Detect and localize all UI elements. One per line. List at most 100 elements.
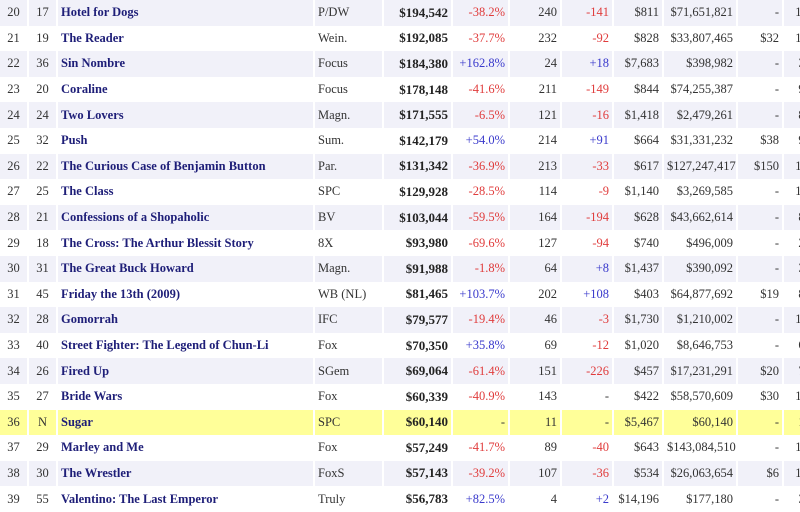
week-number-cell: 16 [784, 460, 800, 487]
rank-cell: 25 [7, 133, 20, 148]
theater-change-cell: -36 [562, 460, 612, 487]
week-number-cell: 6 [784, 333, 800, 359]
theater-change-cell: -16 [562, 102, 612, 128]
weekend-gross-cell: $93,980 [405, 235, 448, 251]
rank-cell: 26 [0, 153, 27, 180]
distributor-cell: Sum. [318, 133, 345, 148]
movie-title-link[interactable]: Fired Up [58, 358, 313, 384]
table-row: 34 26 Fired Up SGem $69,064 -61.4% 151 -226 $457… [0, 358, 800, 384]
total-gross-cell: $398,982 [664, 51, 736, 77]
movie-title-link[interactable]: The Reader [61, 30, 124, 45]
rank-cell: 30 [0, 255, 27, 282]
theaters-cell: 89 [544, 440, 558, 455]
table-row: 32 28 Gomorrah IFC $79,577 -19.4% 46 -3 $1,730 $1… [0, 307, 800, 333]
rank-cell: 35 [7, 389, 20, 404]
weekend-gross-cell: $192,085 [399, 30, 448, 46]
last-week-rank-cell: 45 [36, 286, 49, 301]
budget-cell: - [774, 184, 779, 199]
movie-title-link[interactable]: Sin Nombre [58, 51, 313, 77]
theater-change-cell: - [604, 389, 609, 404]
movie-title-link[interactable]: The Curious Case of Benjamin Button [58, 153, 313, 180]
percent-change-cell: -41.6% [468, 82, 505, 97]
rank-cell: 36 [0, 409, 27, 436]
theater-change-cell: -92 [592, 30, 609, 45]
weekend-gross-cell: $194,542 [384, 0, 451, 26]
distributor-cell: Fox [318, 389, 338, 404]
movie-title-link[interactable]: The Cross: The Arthur Blessit Story [61, 235, 254, 250]
table-row: 31 45 Friday the 13th (2009) WB (NL) $81,465… [0, 282, 800, 308]
table-row: 29 18 The Cross: The Arthur Blessit Story 8… [0, 230, 800, 256]
movie-title-link[interactable]: Friday the 13th (2009) [61, 286, 181, 301]
theater-change-cell: +18 [562, 51, 612, 77]
distributor-cell: IFC [315, 307, 382, 333]
total-gross-cell: $64,877,692 [670, 286, 734, 301]
last-week-rank-cell: N [29, 409, 56, 436]
table-row: 22 36 Sin Nombre Focus $184,380 +162.8% 24 +18 $… [0, 51, 800, 77]
average-cell: $1,020 [624, 338, 659, 353]
distributor-cell: FoxS [315, 460, 382, 487]
movie-title-link[interactable]: Bride Wars [61, 389, 123, 404]
movie-title-link[interactable]: Hotel for Dogs [58, 0, 313, 26]
budget-cell: - [774, 235, 779, 250]
movie-title-link[interactable]: Street Fighter: The Legend of Chun-Li [61, 338, 269, 353]
movie-title-link[interactable]: Coraline [61, 82, 108, 97]
rank-cell: 31 [7, 286, 20, 301]
movie-title-link[interactable]: The Class [61, 184, 114, 199]
week-number-cell: 3 [784, 486, 800, 512]
rank-cell: 20 [0, 0, 27, 26]
theater-change-cell: -40 [592, 440, 609, 455]
last-week-rank-cell: 32 [36, 133, 49, 148]
weekend-gross-cell: $142,179 [399, 132, 448, 148]
last-week-rank-cell: 31 [29, 255, 56, 282]
total-gross-cell: $17,231,291 [664, 358, 736, 384]
weekend-gross-cell: $60,140 [384, 409, 451, 436]
movie-title-link[interactable]: The Great Buck Howard [58, 255, 313, 282]
last-week-rank-cell: 22 [29, 153, 56, 180]
distributor-cell: Magn. [315, 255, 382, 282]
week-number-cell: 1 [784, 409, 800, 436]
weekend-gross-cell: $129,928 [399, 183, 448, 199]
last-week-rank-cell: 28 [29, 307, 56, 333]
movie-title-link[interactable]: Confessions of a Shopaholic [58, 204, 313, 231]
theaters-cell: 11 [510, 409, 560, 436]
theater-change-cell: +8 [562, 255, 612, 282]
theater-change-cell: -194 [562, 204, 612, 231]
average-cell: $740 [634, 235, 659, 250]
theaters-cell: 127 [538, 235, 557, 250]
movie-title-link[interactable]: Marley and Me [61, 440, 144, 455]
distributor-cell: Focus [318, 82, 348, 97]
table-row: 27 25 The Class SPC $129,928 -28.5% 114 -9 $1,14… [0, 179, 800, 205]
movie-title-link[interactable]: Valentino: The Last Emperor [61, 491, 219, 506]
theater-change-cell: -3 [562, 307, 612, 333]
week-number-cell: 9 [784, 77, 800, 103]
budget-cell: - [738, 51, 782, 77]
movie-title-link[interactable]: The Wrestler [58, 460, 313, 487]
percent-change-cell: +54.0% [465, 133, 505, 148]
budget-cell: - [774, 440, 779, 455]
table-row: 24 24 Two Lovers Magn. $171,555 -6.5% 121 -16 $1… [0, 102, 800, 128]
distributor-cell: Fox [318, 338, 338, 353]
last-week-rank-cell: 40 [36, 338, 49, 353]
percent-change-cell: -59.5% [453, 204, 508, 231]
movie-title-link[interactable]: Sugar [58, 409, 313, 436]
budget-cell: $150 [738, 153, 782, 180]
movie-title-link[interactable]: Push [61, 133, 88, 148]
budget-cell: - [738, 102, 782, 128]
rank-cell: 22 [0, 51, 27, 77]
table-row: 25 32 Push Sum. $142,179 +54.0% 214 +91 $664 $31,… [0, 128, 800, 154]
average-cell: $422 [634, 389, 659, 404]
table-row: 28 21 Confessions of a Shopaholic BV $103,04… [0, 204, 800, 231]
theaters-cell: 211 [538, 82, 557, 97]
percent-change-cell: +103.7% [459, 286, 505, 301]
theater-change-cell: -9 [598, 184, 609, 199]
percent-change-cell: +82.5% [465, 491, 505, 506]
average-cell: $811 [614, 0, 662, 26]
theaters-cell: 240 [510, 0, 560, 26]
theaters-cell: 46 [510, 307, 560, 333]
movie-title-link[interactable]: Two Lovers [58, 102, 313, 128]
movie-title-link[interactable]: Gomorrah [58, 307, 313, 333]
week-number-cell: 16 [784, 307, 800, 333]
theater-change-cell: -33 [562, 153, 612, 180]
